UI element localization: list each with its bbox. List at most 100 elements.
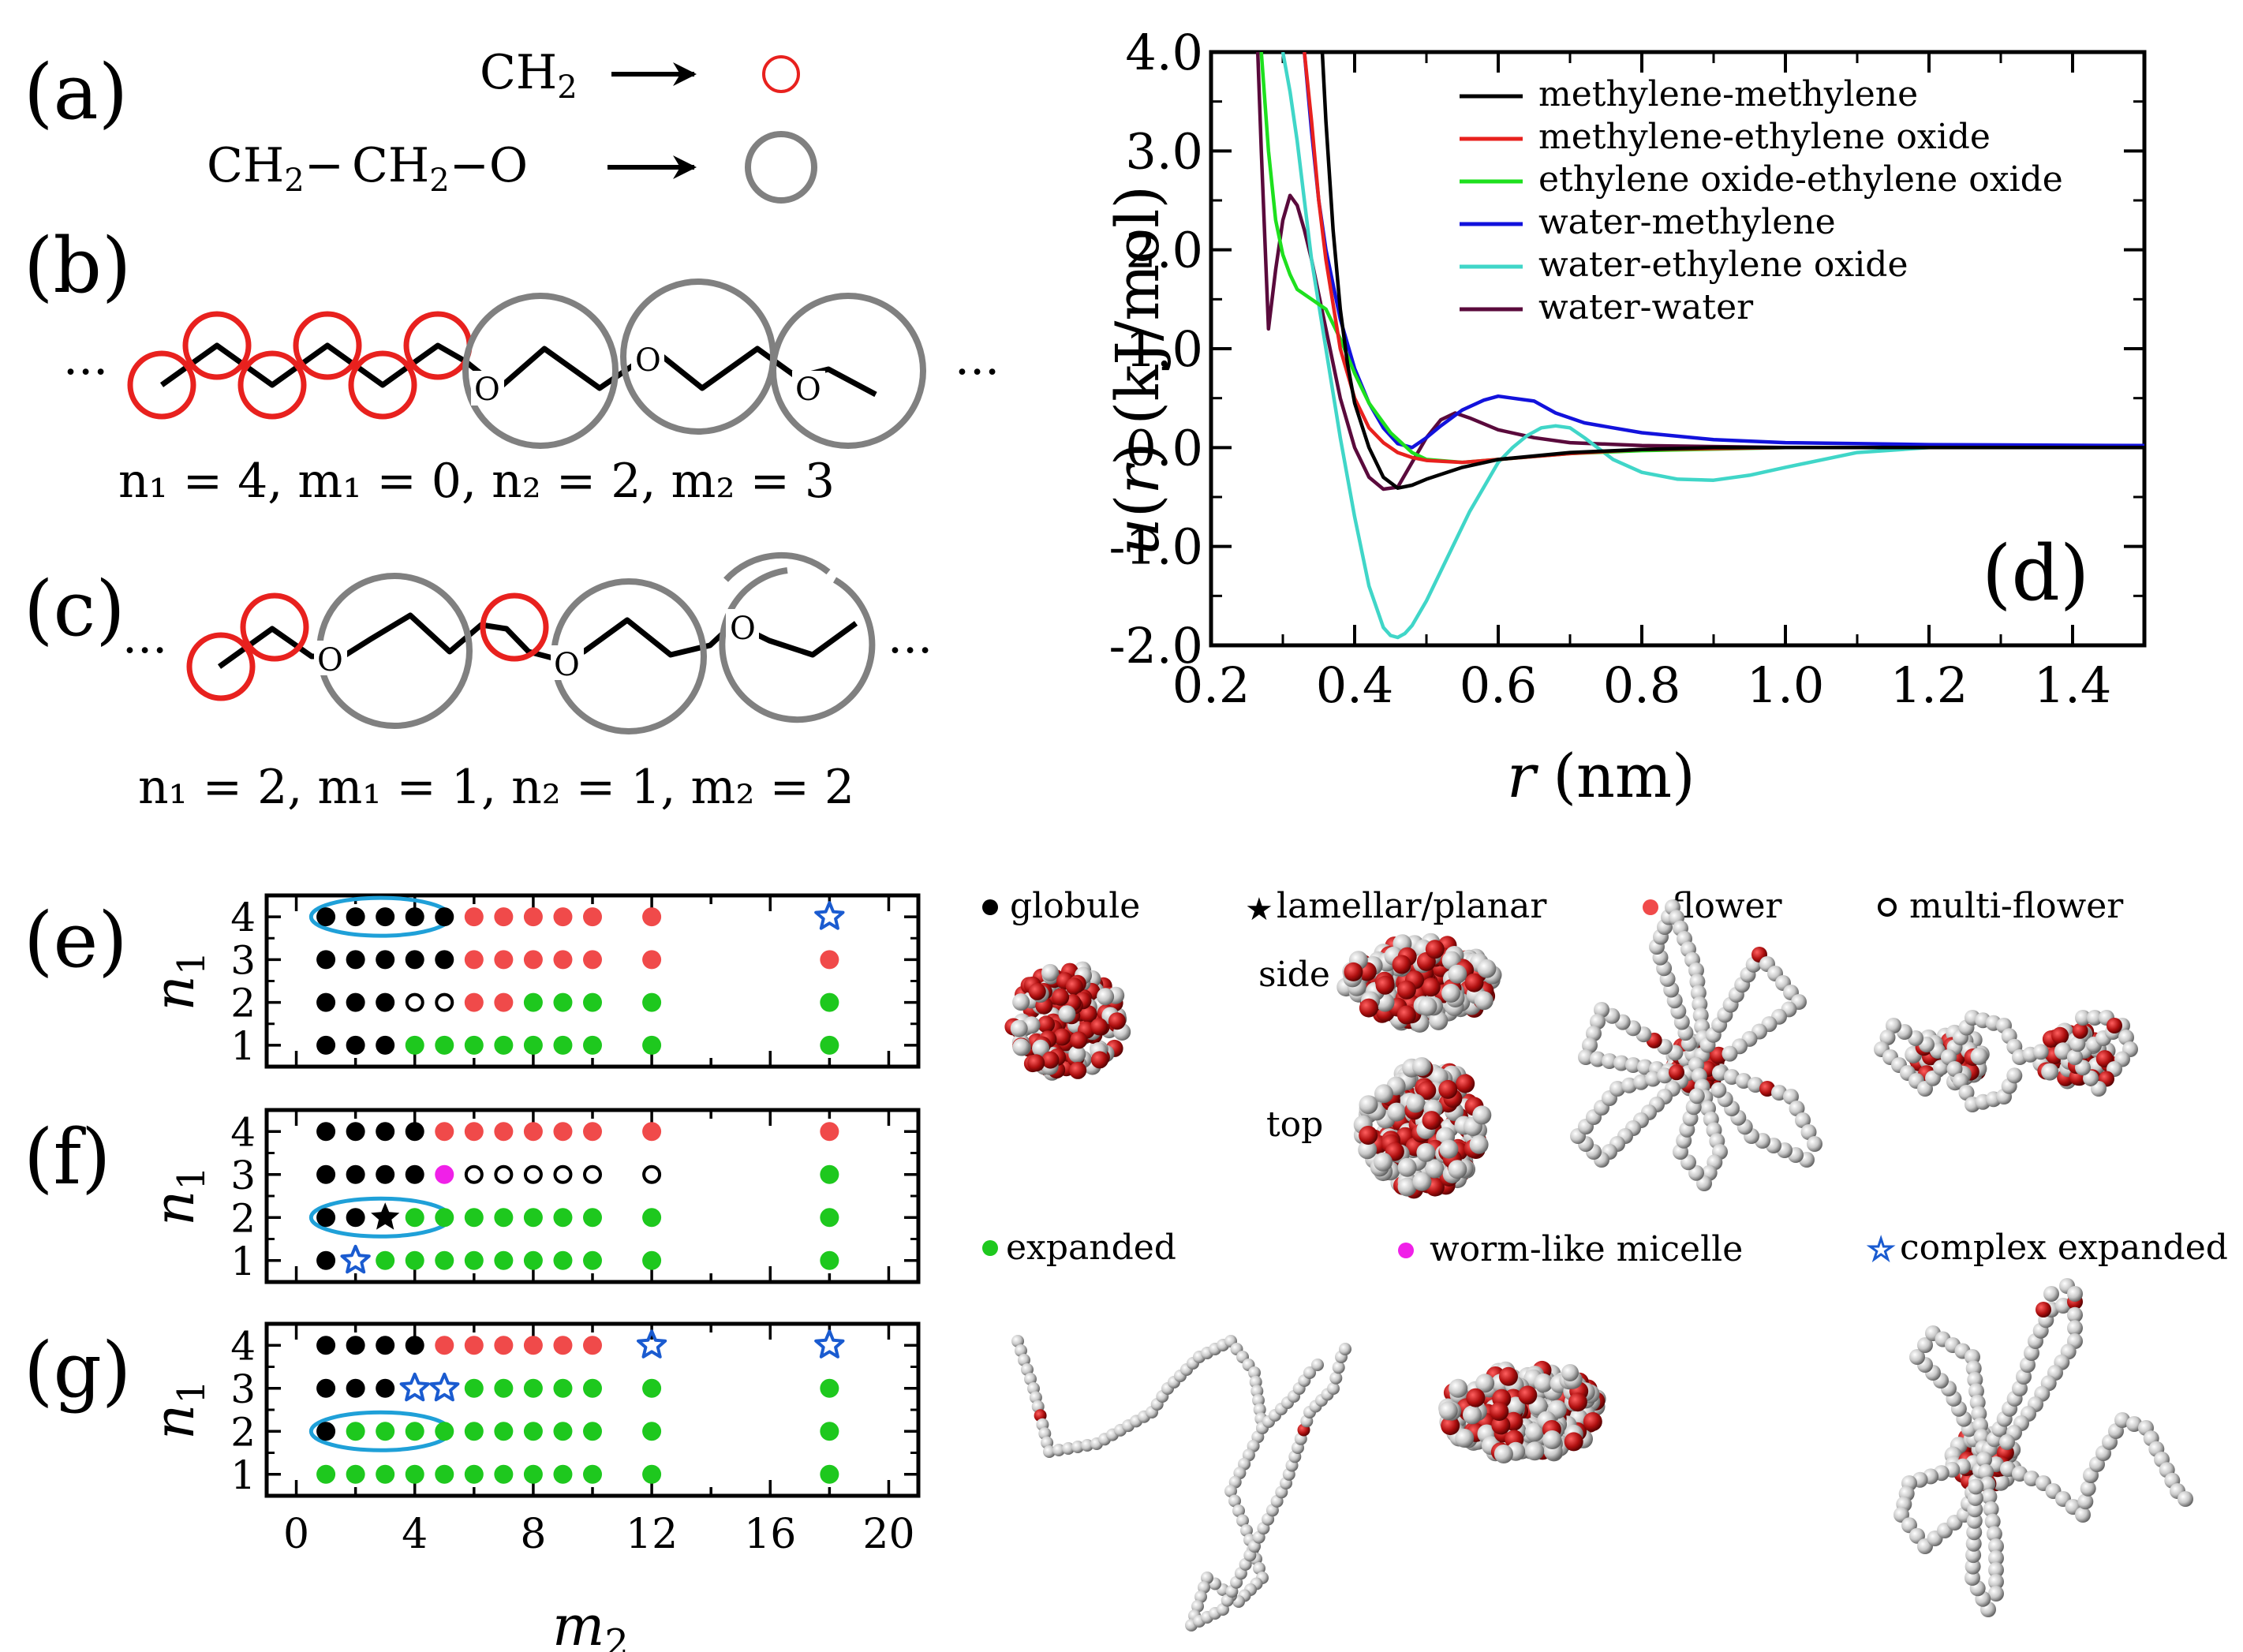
legend-label-methylene-methylene: methylene-methylene [1538, 74, 1918, 114]
grey-bead [1474, 991, 1493, 1011]
scatter-ytick-label: 3 [230, 1153, 256, 1198]
grey-bead [2032, 1044, 2049, 1060]
grey-bead [2067, 1049, 2083, 1065]
snapshot-images [1004, 899, 2193, 1631]
chart-d-ylabel-var: r [1102, 462, 1172, 494]
point-globule [316, 1208, 336, 1228]
grey-bead [1506, 1396, 1526, 1416]
grey-bead [1448, 964, 1467, 984]
point-globule [405, 1336, 424, 1355]
grey-bead [1252, 1394, 1265, 1407]
red-bead [1564, 1432, 1583, 1452]
snapshot-expanded [1011, 1335, 1351, 1631]
snapshot-expanded-branch [1256, 1359, 1324, 1434]
point-flower [523, 950, 543, 970]
ch2-bead-c1 [186, 632, 256, 701]
panel-label-g: (g) [24, 1326, 131, 1415]
scatter-ylabel-e: n1 [142, 951, 214, 1011]
grey-bead [1236, 1514, 1249, 1527]
chain-b-backbone [159, 342, 877, 398]
grey-bead [1953, 1073, 1968, 1089]
point-expanded [494, 1378, 514, 1398]
grey-bead [1602, 1053, 1617, 1069]
point-complex [399, 1372, 430, 1402]
legend-flower-marker [1643, 899, 1658, 915]
scatter-xtick-label: 20 [862, 1511, 914, 1558]
caption-c: n₁ = 2, m₁ = 1, n₂ = 1, m₂ = 2 [138, 760, 854, 815]
grey-bead [1988, 1586, 2004, 1602]
eo-bead-b3 [770, 293, 926, 449]
snapshot-side-label: side [1258, 955, 1330, 995]
chart-d-ytick-label: -2.0 [1108, 617, 1203, 675]
grey-bead [2006, 1067, 2023, 1084]
point-expanded [523, 1422, 543, 1441]
legend-worm-label: worm-like micelle [1430, 1229, 1743, 1269]
red-bead [1027, 1054, 1045, 1072]
point-expanded [523, 1378, 543, 1398]
chain-c-right-ellipsis: ··· [888, 623, 933, 678]
grey-bead [1374, 1084, 1393, 1104]
grey-bead [1621, 1077, 1637, 1093]
point-flower [523, 1336, 543, 1355]
snapshot-lamellar-top [1353, 1057, 1492, 1199]
point-flower [464, 1122, 484, 1142]
snapshot-worm-tail [1561, 1364, 1579, 1381]
grey-bead [2012, 1466, 2028, 1482]
grey-bead [1958, 1085, 1975, 1101]
point-globule [346, 950, 365, 970]
point-flower [494, 950, 514, 970]
red-bead [1441, 1416, 1460, 1436]
panel-a: (a) CH2 CH2− CH2−O [24, 45, 817, 204]
point-expanded [494, 1250, 514, 1270]
red-bead [1070, 1031, 1088, 1049]
grey-bead [1416, 1142, 1436, 1162]
grey-bead [1988, 1562, 2004, 1578]
point-flower [553, 907, 573, 927]
grey-bead [1477, 959, 1497, 978]
point-globule [405, 907, 424, 927]
point-expanded [494, 1035, 514, 1055]
grey-bead [1800, 1124, 1817, 1140]
grey-bead [1012, 993, 1030, 1011]
point-globule [316, 950, 336, 970]
point-expanded [642, 1035, 662, 1055]
grey-bead [1012, 1038, 1030, 1056]
grey-bead [1966, 1512, 1983, 1529]
red-bead [1375, 975, 1395, 995]
grey-bead [2075, 1507, 2091, 1523]
grey-bead [1425, 1159, 1445, 1179]
grey-bead [1542, 1430, 1562, 1449]
grey-bead [1967, 1489, 1983, 1506]
chart-d-ylabel-unit: (kJ/mol) [1102, 185, 1172, 425]
point-flower [494, 1122, 514, 1142]
point-expanded [494, 1208, 514, 1228]
grey-bead [1966, 1524, 1983, 1541]
point-flower [642, 907, 662, 927]
ch2-bead-b1 [127, 350, 196, 420]
ch2-bead-c2 [240, 592, 309, 662]
point-complex [814, 1329, 845, 1359]
point-flower [464, 950, 484, 970]
snapshot-lamellar-side [1336, 933, 1502, 1033]
point-expanded [464, 1250, 484, 1270]
grey-bead [1970, 1047, 1988, 1065]
grey-bead [1978, 1463, 1994, 1480]
panel-label-c: (c) [24, 565, 125, 653]
grey-bead [2024, 1471, 2039, 1486]
grey-bead [1248, 1366, 1261, 1379]
grey-bead [1449, 1378, 1468, 1398]
point-globule [346, 1122, 365, 1142]
legend-label-water-water: water-water [1538, 287, 1754, 327]
red-bead [1669, 1064, 1684, 1081]
point-expanded [464, 1378, 484, 1398]
oxygen-c2: O [554, 647, 580, 683]
chart-d-ytick-label: 4.0 [1125, 24, 1203, 81]
chart-d-ytick-label: 2.0 [1125, 222, 1203, 279]
grey-bead [1981, 1489, 1998, 1505]
legend-multi-marker [1878, 898, 1897, 917]
efg-xlabel: m2 [552, 1594, 629, 1652]
snapshot-globule [1004, 961, 1131, 1081]
point-expanded [523, 1464, 543, 1484]
scatter-ytick-label: 4 [230, 895, 256, 940]
